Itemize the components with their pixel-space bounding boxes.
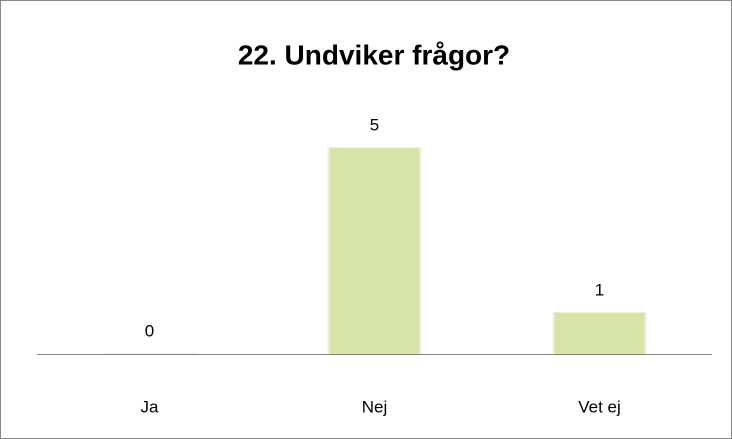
bar-shadow xyxy=(102,353,197,354)
bar xyxy=(329,148,420,354)
x-tick-label: Vet ej xyxy=(578,397,621,416)
x-tick-label: Ja xyxy=(141,397,160,416)
data-label: 0 xyxy=(145,321,154,340)
chart-title: 22. Undviker frågor? xyxy=(238,39,510,70)
bar xyxy=(554,312,645,354)
data-label: 5 xyxy=(370,115,379,134)
data-label: 1 xyxy=(595,280,604,299)
x-tick-label: Nej xyxy=(362,397,388,416)
